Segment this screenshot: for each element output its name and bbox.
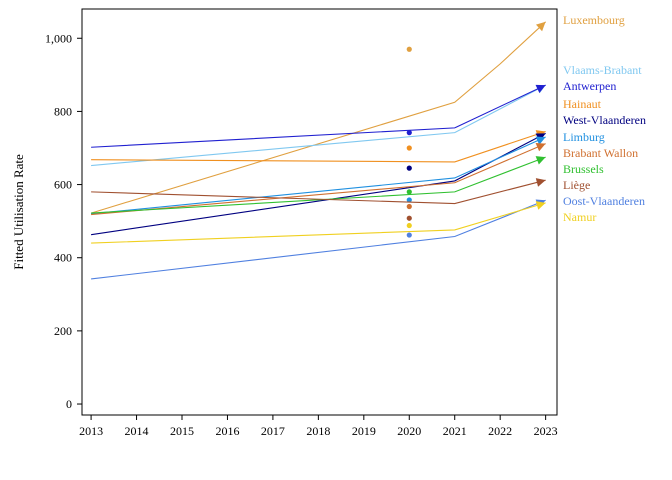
legend-label-namur: Namur [563,210,596,224]
y-tick-label: 800 [54,104,72,118]
series-arrow-limburg [535,136,546,145]
x-tick-label: 2020 [397,424,421,438]
x-tick-label: 2019 [352,424,376,438]
x-tick-label: 2015 [170,424,194,438]
series-line-liege [91,179,546,205]
series-arrow-namur [535,201,546,210]
x-tick-label: 2023 [534,424,558,438]
series-arrow-brabant-wallon [535,143,546,152]
y-tick-label: 0 [66,397,72,411]
legend-label-hainaut: Hainaut [563,97,602,111]
series-line-hainaut [91,131,546,163]
series-arrow-luxembourg [535,21,546,32]
plot-area [81,8,558,416]
x-tick-label: 2021 [443,424,467,438]
legend-label-limburg: Limburg [563,130,605,144]
y-tick-label: 200 [54,324,72,338]
series-point-brussels [406,189,412,195]
series-line-luxembourg [90,21,547,214]
legend-label-brussels: Brussels [563,162,604,176]
series-point-antwerpen [406,130,412,136]
series-point-west-vlaanderen [406,165,412,171]
series-point-limburg [406,197,412,203]
series-point-luxembourg [406,46,412,52]
y-axis: 0 200 400 600 800 1,000 [45,31,82,411]
legend: Luxembourg Vlaams-Brabant Antwerpen Hainaut… [563,13,646,224]
series-arrow-antwerpen [535,84,546,93]
series-line-brussels [91,156,546,214]
series-line-brabant-wallon [91,143,546,216]
series-line-antwerpen [91,84,546,148]
legend-label-liege: Liège [563,178,590,192]
x-axis: 2013 2014 2015 2016 2017 2018 2019 2020 2021 2022… [79,415,558,438]
y-tick-label: 400 [54,251,72,265]
series-line-namur [91,202,546,244]
legend-label-west-vlaanderen: West-Vlaanderen [563,113,646,127]
y-tick-label: 600 [54,178,72,192]
legend-label-luxembourg: Luxembourg [563,13,625,27]
x-tick-label: 2013 [79,424,103,438]
legend-label-antwerpen: Antwerpen [563,79,616,93]
series-point-brabant-wallon [406,203,412,210]
series-line-vlaams-brabant [91,84,546,167]
legend-label-brabant-wallon: Brabant Wallon [563,146,638,160]
series-point-hainaut [406,145,412,151]
x-tick-label: 2016 [215,424,239,438]
series-line-limburg [91,136,546,215]
series-layer [90,21,547,280]
series-arrow-brussels [535,156,546,165]
x-tick-label: 2017 [261,424,285,438]
y-tick-label: 1,000 [45,31,72,45]
x-tick-label: 2018 [306,424,330,438]
x-tick-label: 2014 [125,424,149,438]
plot-frame [81,8,558,416]
series-line-west-vlaanderen [91,132,546,236]
series-point-liege [406,215,412,221]
legend-label-oost-vlaanderen: Oost-Vlaanderen [563,194,645,208]
legend-label-vlaams-brabant: Vlaams-Brabant [563,63,642,77]
series-line-oost-vlaanderen [91,199,546,280]
x-tick-label: 2022 [488,424,512,438]
y-axis-title: Fitted Utilisation Rate [11,154,26,270]
series-point-namur [406,222,412,229]
series-arrow-liege [535,178,546,187]
series-point-oost-vlaanderen [406,232,412,238]
